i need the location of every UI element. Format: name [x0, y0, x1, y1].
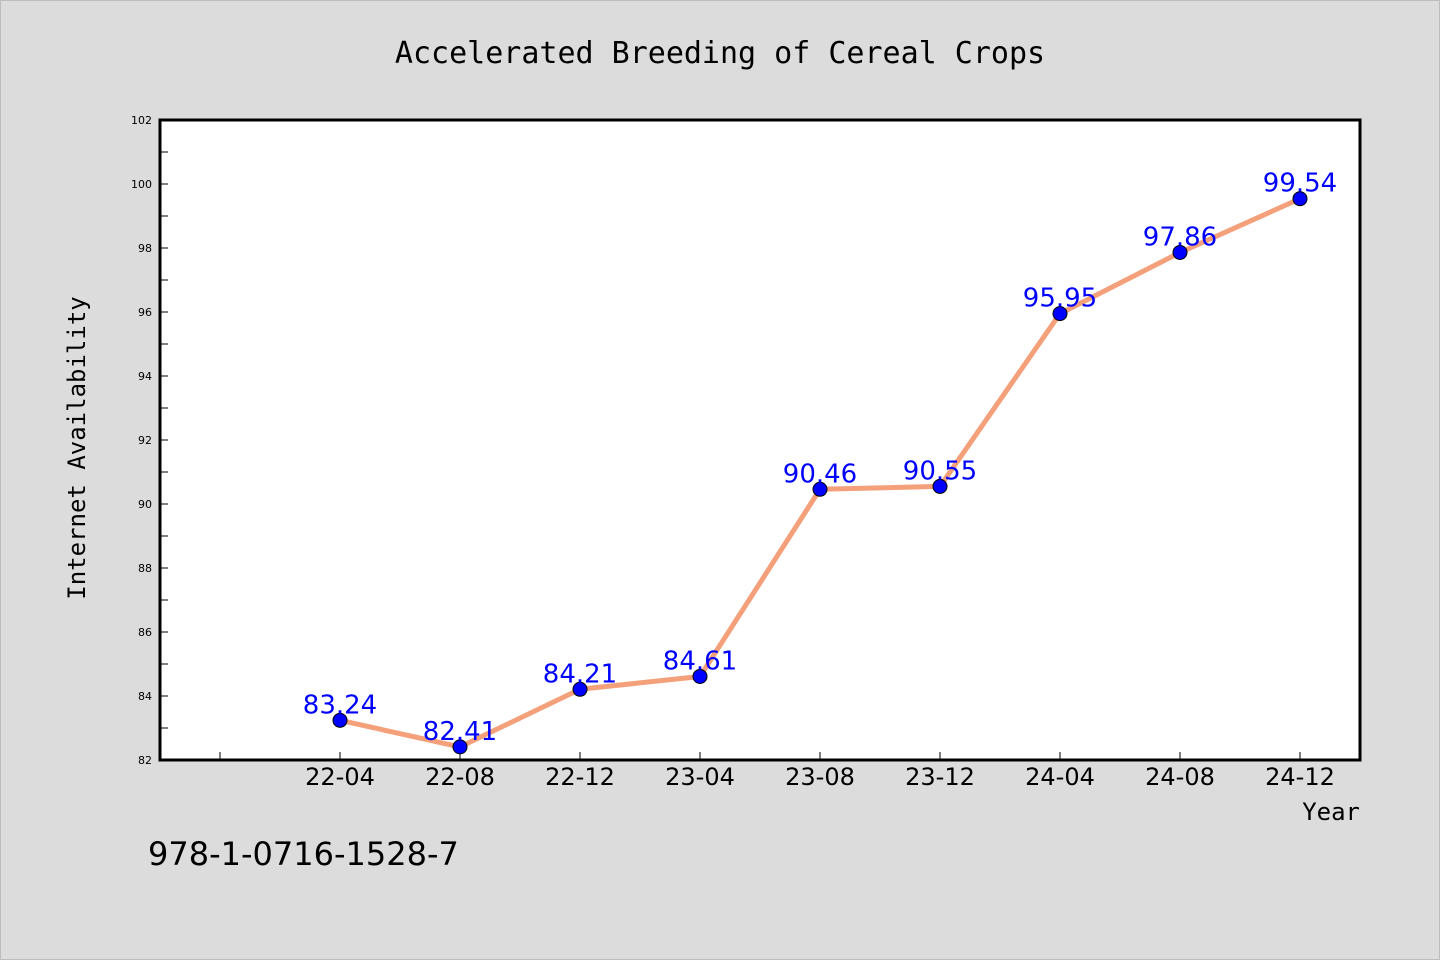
y-tick-label: 100 [131, 178, 152, 191]
data-label: 84.21 [543, 659, 617, 689]
x-axis-label: Year [1302, 798, 1360, 826]
plot-area [158, 118, 1362, 762]
y-tick-label: 96 [138, 306, 152, 319]
data-point [692, 668, 708, 684]
y-tick-label: 98 [138, 242, 152, 255]
data-label: 90.46 [783, 459, 857, 489]
x-tick-label: 22-04 [305, 763, 375, 791]
series-line-group: 83.24 82.41 84.21 84.61 90.46 90.55 95.95 97.86… [303, 169, 1337, 755]
data-label: 84.61 [663, 646, 737, 676]
data-point [572, 681, 588, 697]
x-axis: 22-04 22-08 22-12 23-04 23-08 23-12 24-04 24-08… [219, 752, 1335, 791]
x-tick-label: 23-12 [905, 763, 975, 791]
data-point [1172, 244, 1188, 260]
x-tick-label: 24-08 [1145, 763, 1215, 791]
y-tick-label: 94 [138, 370, 152, 383]
data-label: 97.86 [1143, 222, 1217, 252]
data-point [332, 712, 348, 728]
data-label: 82.41 [423, 717, 497, 747]
footer-code: 978-1-0716-1528-7 [148, 835, 459, 873]
data-point [452, 739, 468, 755]
data-point [1292, 191, 1308, 207]
y-tick-label: 84 [138, 690, 152, 703]
y-tick-label: 102 [131, 114, 152, 127]
x-tick-label: 23-08 [785, 763, 855, 791]
x-tick-label: 24-04 [1025, 763, 1095, 791]
data-point [932, 478, 948, 494]
y-tick-label: 88 [138, 562, 152, 575]
x-tick-label: 22-12 [545, 763, 615, 791]
data-point [1052, 306, 1068, 322]
x-tick-label: 24-12 [1265, 763, 1335, 791]
data-label: 90.55 [903, 456, 977, 486]
y-tick-label: 82 [138, 754, 152, 767]
x-tick-label: 22-08 [425, 763, 495, 791]
x-tick-label: 23-04 [665, 763, 735, 791]
y-tick-label: 92 [138, 434, 152, 447]
y-axis: 82 84 86 88 90 92 94 96 98 100 102 [131, 114, 168, 767]
y-tick-label: 90 [138, 498, 152, 511]
data-label: 99.54 [1263, 169, 1337, 199]
data-label: 83.24 [303, 690, 377, 720]
y-tick-label: 86 [138, 626, 152, 639]
data-point [812, 481, 828, 497]
y-axis-label: Internet Availability [63, 296, 91, 599]
chart-title: Accelerated Breeding of Cereal Crops [395, 36, 1045, 71]
data-label: 95.95 [1023, 284, 1097, 314]
